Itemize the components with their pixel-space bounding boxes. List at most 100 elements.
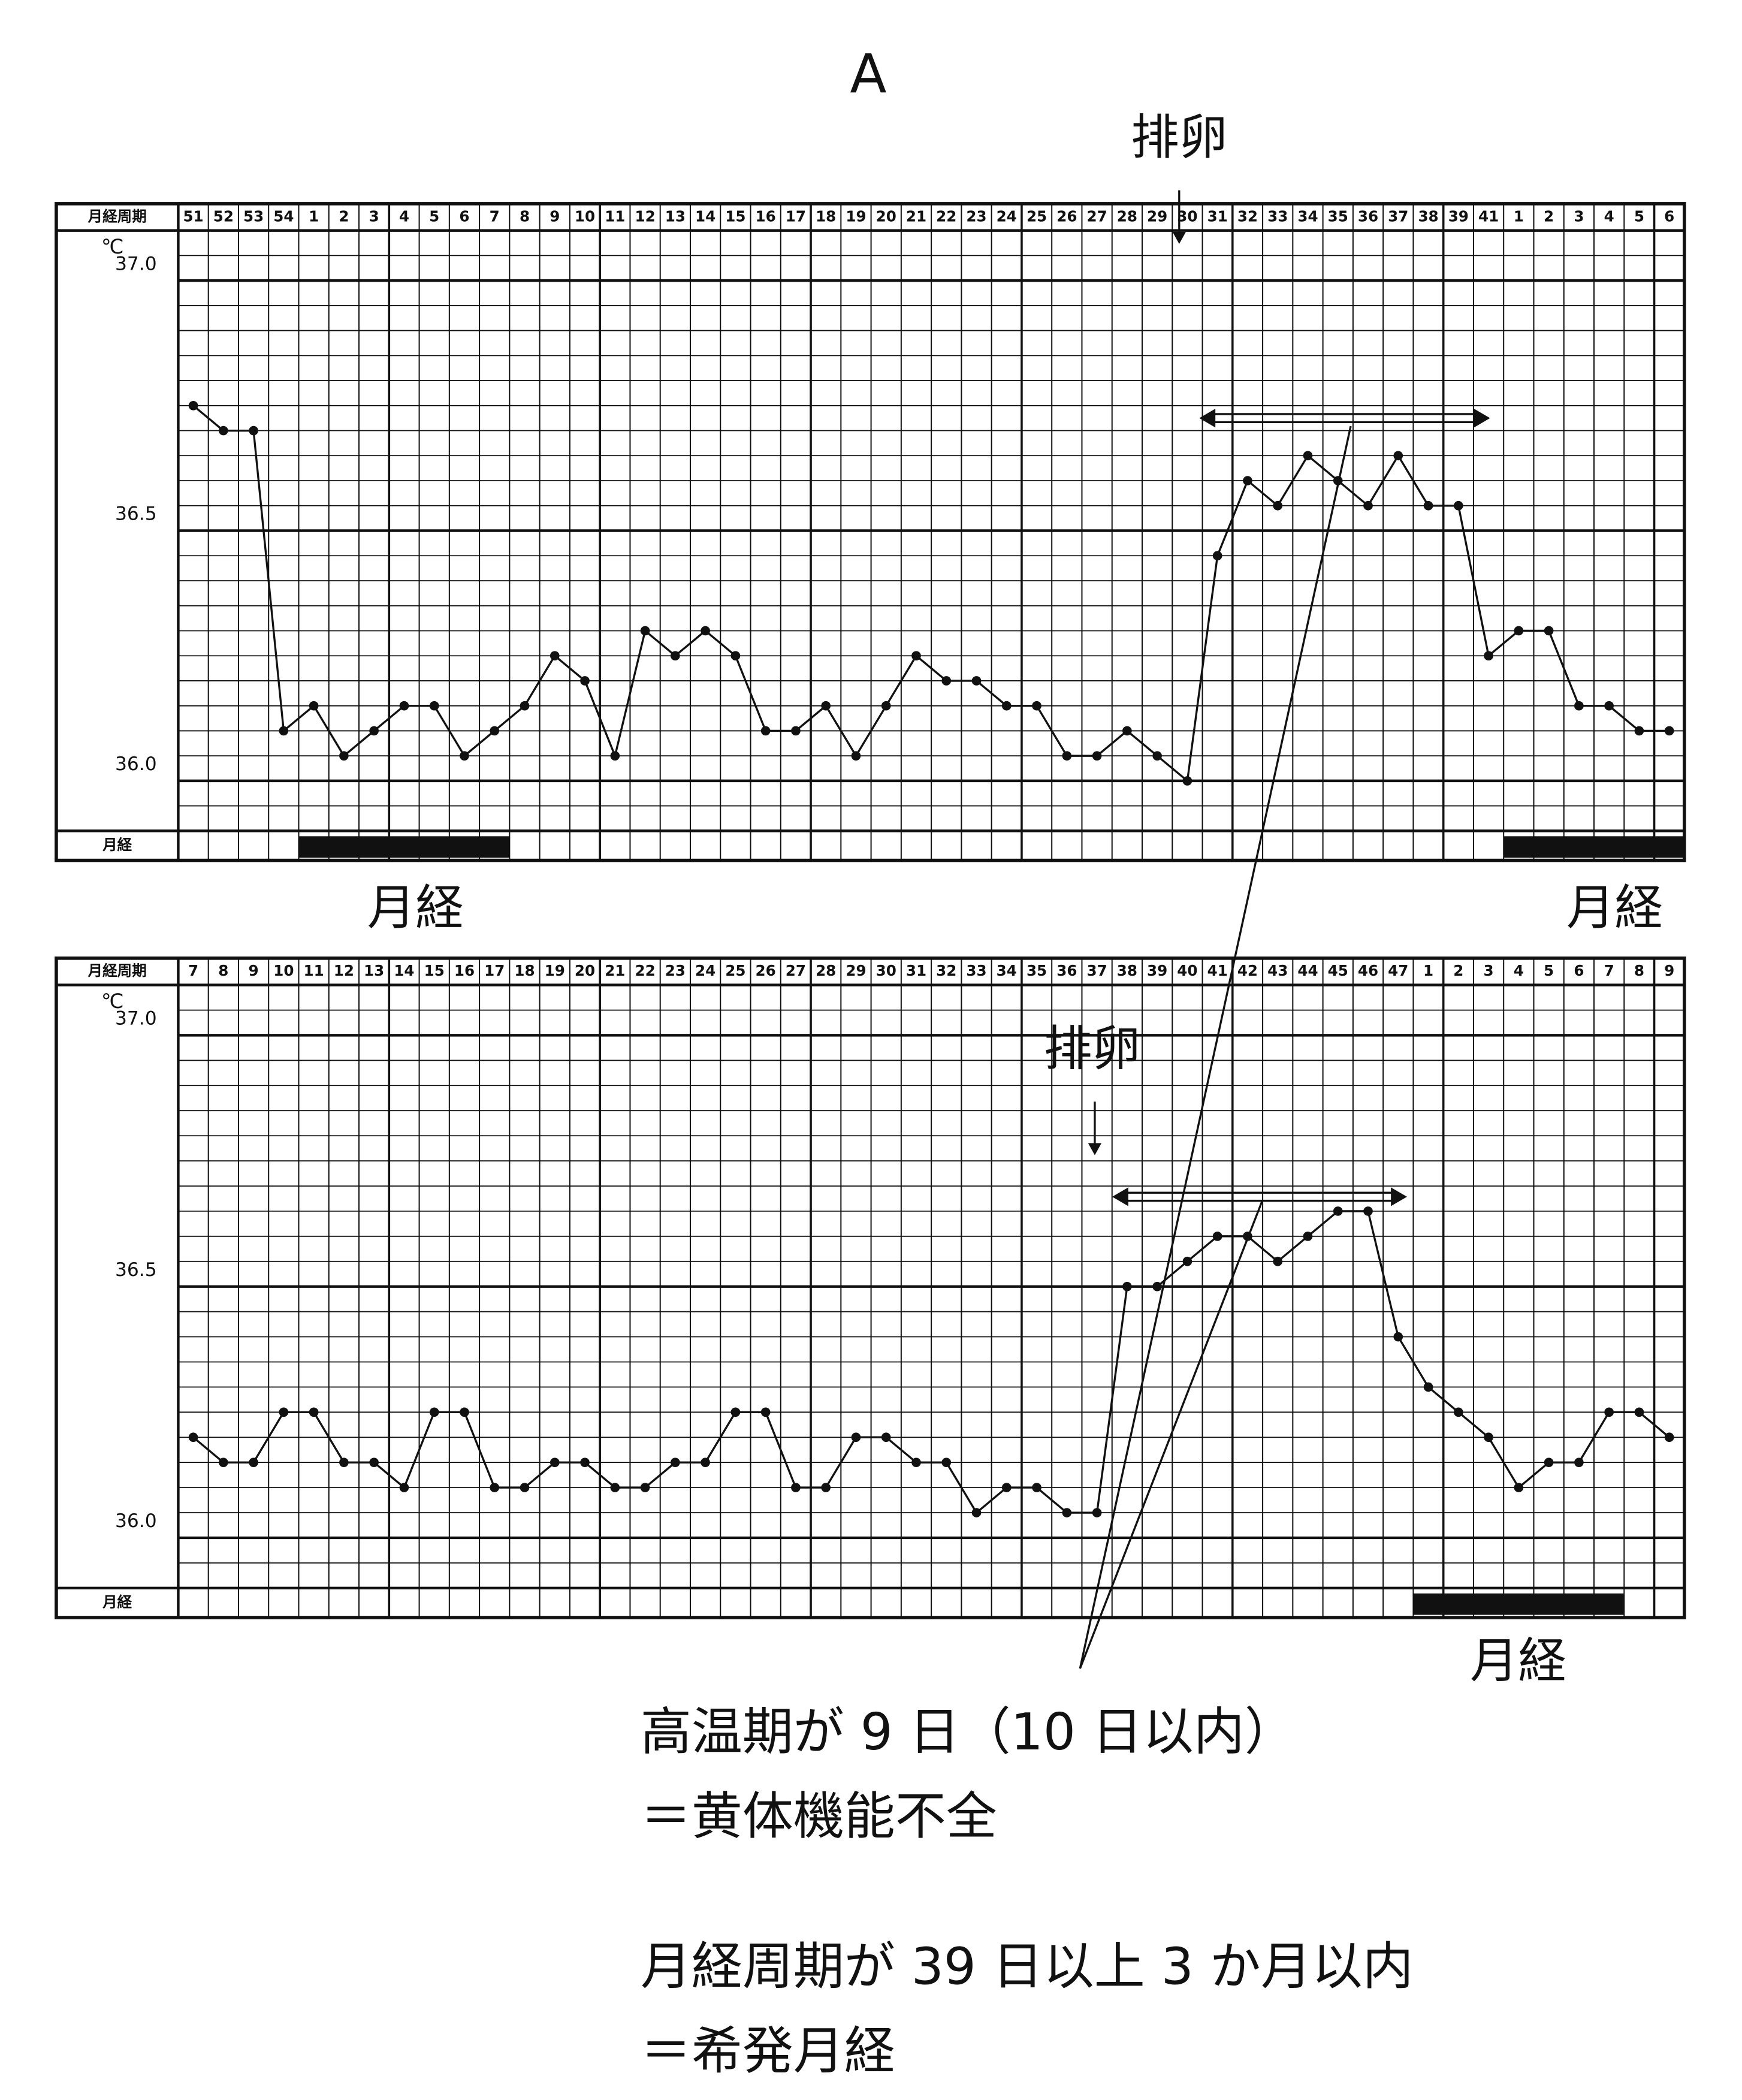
note: ＝黄体機能不全 — [641, 1787, 997, 1846]
temperature-point — [1212, 551, 1222, 561]
menses-label: 月経 — [102, 1593, 132, 1610]
x-tick-label: 32 — [936, 962, 956, 979]
temperature-point — [309, 701, 319, 711]
temperature-point — [760, 726, 771, 736]
temperature-point — [1423, 1382, 1433, 1392]
temperature-point — [249, 1458, 258, 1467]
temperature-point — [1393, 451, 1403, 461]
x-tick-label: 8 — [520, 207, 530, 225]
x-tick-label: 11 — [605, 207, 625, 225]
arrow-head — [1088, 1143, 1102, 1155]
temperature-point — [1303, 451, 1313, 461]
temperature-point — [851, 751, 861, 761]
arrow-head — [1172, 231, 1186, 244]
temperature-point — [1604, 1407, 1614, 1417]
temperature-point — [671, 1458, 680, 1467]
x-tick-label: 10 — [575, 207, 595, 225]
note: 高温期が 9 日（10 日以内） — [641, 1703, 1296, 1762]
temperature-point — [730, 651, 741, 661]
temperature-point — [1604, 701, 1614, 711]
x-tick-label: 23 — [665, 962, 686, 979]
y-tick-label: 37.0 — [115, 253, 157, 274]
x-tick-label: 21 — [906, 207, 926, 225]
x-tick-label: 34 — [997, 962, 1017, 979]
y-tick-label: 36.0 — [115, 1510, 157, 1532]
temperature-point — [881, 1432, 891, 1443]
x-tick-label: 28 — [1117, 207, 1137, 225]
temperature-point — [279, 726, 289, 736]
x-tick-label: 17 — [786, 207, 806, 225]
temperature-point — [1514, 626, 1524, 636]
y-tick-label: 36.0 — [115, 753, 157, 775]
menses-bar — [1413, 1593, 1625, 1615]
temperature-point — [1484, 1432, 1493, 1443]
temperature-point — [339, 1458, 349, 1467]
x-tick-label: 46 — [1358, 962, 1378, 979]
x-tick-label: 26 — [1056, 207, 1077, 225]
x-tick-label: 26 — [756, 962, 776, 979]
x-tick-label: 29 — [1147, 207, 1167, 225]
leader-line — [1079, 426, 1352, 1669]
x-tick-label: 9 — [550, 207, 560, 225]
temperature-point — [610, 1483, 620, 1492]
x-tick-label: 16 — [454, 962, 475, 979]
x-tick-label: 21 — [605, 962, 625, 979]
ovulation-label: 排卵 — [1131, 109, 1227, 165]
x-tick-label: 9 — [1664, 962, 1674, 979]
x-tick-label: 2 — [1544, 207, 1554, 225]
x-tick-label: 39 — [1147, 962, 1167, 979]
x-tick-label: 12 — [635, 207, 655, 225]
temperature-point — [1062, 751, 1072, 761]
x-tick-label: 36 — [1358, 207, 1378, 225]
x-tick-label: 38 — [1418, 207, 1438, 225]
temperature-point — [851, 1432, 861, 1443]
ovulation-label: 排卵 — [1044, 1020, 1140, 1076]
temperature-point — [550, 651, 560, 661]
temperature-point — [399, 1483, 409, 1492]
temperature-point — [1122, 726, 1132, 736]
menses-label: 月経 — [102, 836, 132, 853]
temperature-point — [1092, 751, 1102, 761]
x-tick-label: 42 — [1237, 962, 1258, 979]
temperature-point — [309, 1407, 319, 1417]
note: 月経周期が 39 日以上 3 か月以内 — [641, 1938, 1414, 1997]
menses-bar — [298, 836, 510, 858]
temperature-point — [219, 426, 228, 436]
x-tick-label: 24 — [997, 207, 1017, 225]
x-tick-label: 19 — [545, 962, 565, 979]
menses-bar — [1504, 836, 1684, 858]
x-tick-label: 14 — [394, 962, 414, 979]
temperature-point — [1574, 1458, 1584, 1467]
x-tick-label: 16 — [756, 207, 776, 225]
x-tick-label: 6 — [459, 207, 469, 225]
temperature-point — [701, 1458, 710, 1467]
temperature-point — [1182, 776, 1192, 786]
x-tick-label: 8 — [1634, 962, 1644, 979]
temperature-point — [249, 426, 258, 436]
x-tick-label: 13 — [665, 207, 686, 225]
temperature-point — [1423, 500, 1433, 511]
menses-annotation: 月経 — [1470, 1633, 1566, 1689]
temperature-point — [1001, 1483, 1012, 1492]
x-tick-label: 39 — [1448, 207, 1469, 225]
temperature-point — [339, 751, 349, 761]
temperature-point — [1333, 1206, 1343, 1216]
x-tick-label: 2 — [339, 207, 349, 225]
temperature-point — [610, 751, 620, 761]
x-tick-label: 11 — [304, 962, 324, 979]
temperature-point — [580, 1458, 590, 1467]
x-tick-label: 4 — [399, 207, 409, 225]
temperature-point — [640, 626, 650, 636]
temperature-point — [279, 1407, 289, 1417]
x-tick-label: 15 — [725, 207, 745, 225]
temperature-point — [460, 1407, 469, 1417]
x-tick-label: 53 — [243, 207, 264, 225]
x-tick-label: 25 — [1027, 207, 1047, 225]
arrow-head — [1474, 409, 1490, 428]
x-tick-label: 7 — [1604, 962, 1614, 979]
temperature-line — [192, 405, 1669, 783]
note: ＝希発月経 — [641, 2021, 895, 2081]
x-tick-label: 27 — [786, 962, 806, 979]
temperature-point — [971, 1508, 982, 1517]
